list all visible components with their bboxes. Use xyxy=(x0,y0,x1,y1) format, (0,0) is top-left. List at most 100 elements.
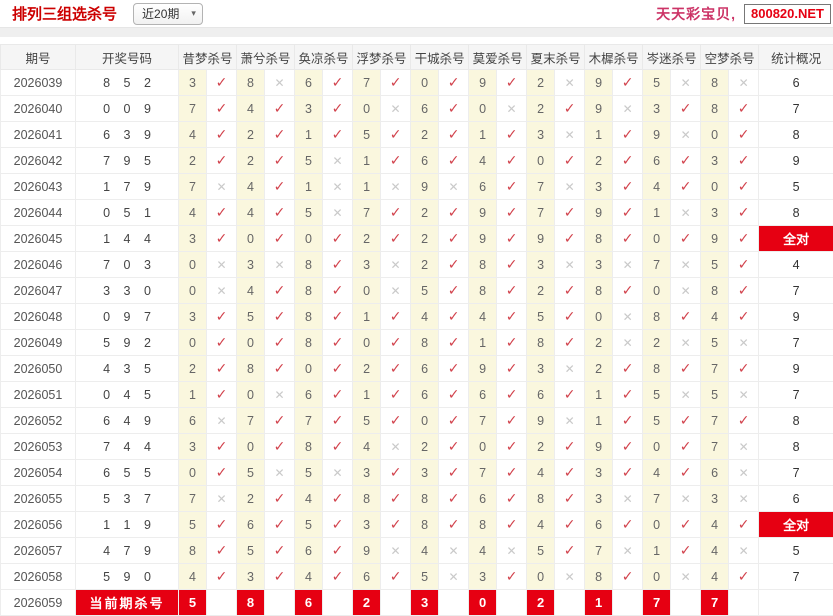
header-cell: 昔梦杀号 xyxy=(179,45,237,70)
check-icon: ✓ xyxy=(729,356,759,382)
check-icon: ✓ xyxy=(207,304,237,330)
current-kill-number-cell: 7 xyxy=(701,590,729,616)
check-icon: ✓ xyxy=(555,486,585,512)
check-icon: ✓ xyxy=(671,356,701,382)
empty-mark-cell xyxy=(323,590,353,616)
check-icon: ✓ xyxy=(265,538,295,564)
check-icon: ✓ xyxy=(381,122,411,148)
check-icon: ✓ xyxy=(439,382,469,408)
kill-number-cell: 0 xyxy=(179,252,207,278)
kill-number-cell: 8 xyxy=(701,96,729,122)
cross-icon: ✕ xyxy=(207,408,237,434)
check-icon: ✓ xyxy=(555,278,585,304)
cross-icon: ✕ xyxy=(323,174,353,200)
kill-number-cell: 8 xyxy=(585,226,613,252)
kill-number-cell: 7 xyxy=(469,408,497,434)
period-cell: 2026051 xyxy=(1,382,76,408)
check-icon: ✓ xyxy=(381,564,411,590)
kill-number-cell: 9 xyxy=(469,70,497,96)
kill-number-cell: 4 xyxy=(295,564,323,590)
kill-number-cell: 9 xyxy=(701,226,729,252)
kill-number-cell: 8 xyxy=(643,356,671,382)
kill-number-cell: 9 xyxy=(643,122,671,148)
check-icon: ✓ xyxy=(613,122,643,148)
cross-icon: ✕ xyxy=(265,252,295,278)
kill-number-cell: 0 xyxy=(469,434,497,460)
check-icon: ✓ xyxy=(497,304,527,330)
kill-number-cell: 1 xyxy=(643,200,671,226)
current-kill-number-cell: 2 xyxy=(353,590,381,616)
kill-number-cell: 6 xyxy=(411,96,439,122)
kill-number-cell: 7 xyxy=(643,486,671,512)
result-cell: 7 0 3 xyxy=(76,252,179,278)
check-icon: ✓ xyxy=(439,70,469,96)
result-cell: 4 7 9 xyxy=(76,538,179,564)
check-icon: ✓ xyxy=(439,304,469,330)
kill-number-cell: 7 xyxy=(295,408,323,434)
stat-cell: 4 xyxy=(759,252,833,278)
check-icon: ✓ xyxy=(265,122,295,148)
kill-number-cell: 3 xyxy=(237,252,265,278)
kill-number-cell: 0 xyxy=(295,226,323,252)
kill-number-cell: 8 xyxy=(411,512,439,538)
kill-number-cell: 3 xyxy=(527,356,555,382)
cross-icon: ✕ xyxy=(729,538,759,564)
cross-icon: ✕ xyxy=(671,70,701,96)
kill-number-cell: 6 xyxy=(295,70,323,96)
chevron-down-icon: ▾ xyxy=(191,9,196,18)
check-icon: ✓ xyxy=(323,330,353,356)
result-cell: 8 5 2 xyxy=(76,70,179,96)
check-icon: ✓ xyxy=(555,434,585,460)
check-icon: ✓ xyxy=(265,434,295,460)
period-cell: 2026054 xyxy=(1,460,76,486)
check-icon: ✓ xyxy=(265,330,295,356)
kill-number-cell: 8 xyxy=(585,278,613,304)
check-icon: ✓ xyxy=(323,226,353,252)
kill-number-cell: 8 xyxy=(295,278,323,304)
kill-number-cell: 2 xyxy=(237,148,265,174)
check-icon: ✓ xyxy=(439,200,469,226)
current-period-label: 当前期杀号 xyxy=(76,590,179,616)
kill-number-cell: 7 xyxy=(701,356,729,382)
check-icon: ✓ xyxy=(207,356,237,382)
period-cell: 2026059 xyxy=(1,590,76,616)
range-select[interactable]: 近20期 ▾ xyxy=(133,3,203,25)
check-icon: ✓ xyxy=(323,278,353,304)
kill-number-cell: 3 xyxy=(179,70,207,96)
check-icon: ✓ xyxy=(323,434,353,460)
divider-band xyxy=(0,27,833,37)
kill-number-cell: 9 xyxy=(527,408,555,434)
check-icon: ✓ xyxy=(439,486,469,512)
stat-cell: 8 xyxy=(759,434,833,460)
stat-cell: 7 xyxy=(759,382,833,408)
kill-number-cell: 0 xyxy=(237,330,265,356)
result-cell: 5 9 0 xyxy=(76,564,179,590)
check-icon: ✓ xyxy=(207,200,237,226)
check-icon: ✓ xyxy=(555,330,585,356)
stat-cell: 8 xyxy=(759,122,833,148)
check-icon: ✓ xyxy=(497,252,527,278)
current-kill-number-cell: 0 xyxy=(469,590,497,616)
kill-number-cell: 3 xyxy=(585,252,613,278)
kill-number-cell: 2 xyxy=(527,434,555,460)
cross-icon: ✕ xyxy=(207,174,237,200)
header-cell: 夏末杀号 xyxy=(527,45,585,70)
kill-number-cell: 2 xyxy=(411,122,439,148)
stat-cell: 5 xyxy=(759,174,833,200)
kill-number-cell: 4 xyxy=(295,486,323,512)
period-cell: 2026042 xyxy=(1,148,76,174)
check-icon: ✓ xyxy=(497,460,527,486)
check-icon: ✓ xyxy=(265,174,295,200)
cross-icon: ✕ xyxy=(671,122,701,148)
kill-number-cell: 9 xyxy=(469,200,497,226)
header-cell: 统计概况 xyxy=(759,45,833,70)
check-icon: ✓ xyxy=(613,434,643,460)
check-icon: ✓ xyxy=(555,512,585,538)
kill-number-cell: 2 xyxy=(411,200,439,226)
